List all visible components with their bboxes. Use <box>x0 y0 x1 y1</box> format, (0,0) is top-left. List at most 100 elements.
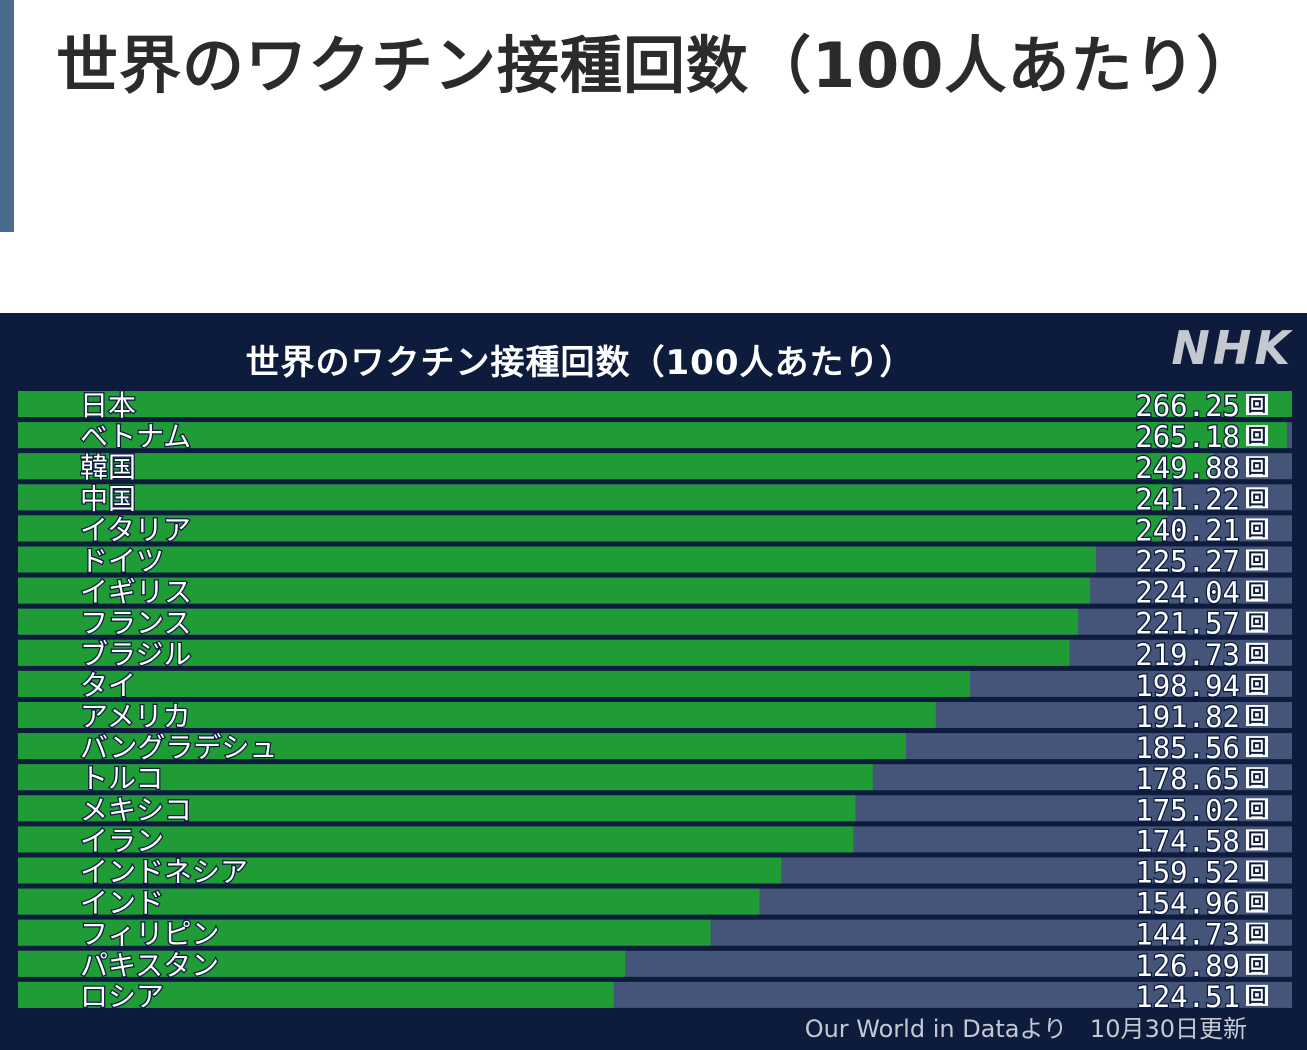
unit-label: 回 <box>1248 862 1266 883</box>
heading-accent-bar <box>0 0 14 232</box>
bar <box>18 639 1070 666</box>
bar-value-label: 126.89 <box>1135 949 1240 983</box>
bar-category-label: インド <box>80 887 164 920</box>
unit-label: 回 <box>1248 799 1266 820</box>
bar <box>18 888 760 915</box>
bar-value-label: 249.88 <box>1135 451 1240 485</box>
unit-label: 回 <box>1248 924 1266 945</box>
bar-category-label: アメリカ <box>80 700 191 733</box>
bar-category-label: インドネシア <box>80 856 248 889</box>
bar <box>18 515 1168 542</box>
unit-badge <box>1246 891 1268 913</box>
bar-value-label: 240.21 <box>1135 513 1240 547</box>
unit-badge <box>1246 829 1268 851</box>
bar <box>18 546 1096 573</box>
chart-panel: 日本 266.25 回ベトナム 265.18 回韓国 249.88 回中国 241.22 回イタ… <box>0 313 1307 1050</box>
unit-badge <box>1246 518 1268 540</box>
unit-label: 回 <box>1248 675 1266 696</box>
bar <box>18 950 626 977</box>
unit-badge <box>1246 580 1268 602</box>
bar <box>18 391 1292 417</box>
bar-category-label: ドイツ <box>80 545 164 578</box>
unit-label: 回 <box>1248 426 1266 447</box>
bar-category-label: イタリア <box>80 513 191 546</box>
unit-badge <box>1246 767 1268 789</box>
bar-category-label: 韓国 <box>80 451 136 484</box>
chart-title: 世界のワクチン接種回数（100人あたり） <box>245 343 915 383</box>
unit-badge <box>1246 984 1268 1006</box>
bar-value-label: 185.56 <box>1135 731 1240 765</box>
bar <box>18 608 1079 635</box>
bar <box>18 795 856 822</box>
unit-label: 回 <box>1248 706 1266 727</box>
bar-value-label: 221.57 <box>1135 607 1240 641</box>
bar-category-label: イラン <box>80 824 164 857</box>
unit-label: 回 <box>1248 830 1266 851</box>
unit-label: 回 <box>1248 893 1266 914</box>
unit-label: 回 <box>1248 457 1266 478</box>
bar-value-label: 154.96 <box>1135 887 1240 921</box>
unit-badge <box>1246 705 1268 726</box>
bar-category-label: 中国 <box>80 482 136 515</box>
bar-value-label: 178.65 <box>1135 762 1240 796</box>
bar <box>18 453 1214 480</box>
unit-badge <box>1246 642 1268 664</box>
unit-badge <box>1246 953 1268 975</box>
bar <box>18 670 970 697</box>
bar-value-label: 159.52 <box>1135 856 1240 890</box>
unit-label: 回 <box>1248 986 1266 1007</box>
bar <box>18 981 614 1008</box>
bar-category-label: イギリス <box>80 576 192 609</box>
unit-badge <box>1246 487 1268 509</box>
unit-badge <box>1246 922 1268 944</box>
bar-category-label: バングラデシュ <box>80 731 277 764</box>
bar-value-label: 144.73 <box>1135 918 1240 952</box>
bar <box>18 577 1091 604</box>
chart-source-note: Our World in Dataより 10月30日更新 <box>805 1009 1247 1044</box>
bar <box>18 764 873 791</box>
unit-label: 回 <box>1248 955 1266 976</box>
bar-category-label: パキスタン <box>80 949 219 982</box>
updated-label: 10月30日更新 <box>1089 1015 1247 1043</box>
bar-category-label: ベトナム <box>80 420 191 453</box>
bar-category-label: ロシア <box>80 980 164 1013</box>
bar-value-label: 191.82 <box>1135 700 1240 734</box>
bar-value-label: 241.22 <box>1135 482 1240 516</box>
source-label: Our World in Dataより <box>804 1015 1068 1043</box>
bar-category-label: トルコ <box>80 762 163 795</box>
bar <box>18 702 936 728</box>
unit-badge <box>1246 394 1268 415</box>
bar <box>18 919 711 946</box>
article-title: 世界のワクチン接種回数（100人あたり） <box>56 29 1260 102</box>
unit-label: 回 <box>1248 488 1266 509</box>
bar-category-label: タイ <box>80 669 136 702</box>
bar-value-label: 198.94 <box>1135 669 1240 703</box>
bar <box>18 484 1173 511</box>
unit-badge <box>1246 860 1268 882</box>
unit-label: 回 <box>1248 737 1266 758</box>
bar-category-label: ブラジル <box>80 638 191 671</box>
unit-badge <box>1246 425 1268 447</box>
bar-value-label: 124.51 <box>1135 980 1240 1014</box>
article-heading: 世界のワクチン接種回数（100人あたり） <box>0 0 1307 232</box>
unit-badge <box>1246 611 1268 633</box>
bar-category-label: フィリピン <box>80 918 219 951</box>
unit-label: 回 <box>1248 519 1266 540</box>
bar <box>18 857 782 884</box>
bar-category-label: メキシコ <box>80 793 192 826</box>
unit-label: 回 <box>1248 644 1266 665</box>
bar-value-label: 265.18 <box>1135 420 1240 454</box>
unit-badge <box>1246 456 1268 478</box>
bar-value-label: 219.73 <box>1135 638 1240 672</box>
bar <box>18 826 854 853</box>
unit-label: 回 <box>1248 582 1266 603</box>
unit-badge <box>1246 673 1268 695</box>
unit-label: 回 <box>1248 768 1266 789</box>
bar-value-label: 175.02 <box>1135 793 1240 827</box>
unit-label: 回 <box>1248 551 1266 572</box>
nhk-logo: NHK <box>1171 321 1293 375</box>
bar-category-label: 日本 <box>80 389 136 422</box>
bar-value-label: 225.27 <box>1135 545 1240 579</box>
bar-value-label: 174.58 <box>1135 824 1240 858</box>
